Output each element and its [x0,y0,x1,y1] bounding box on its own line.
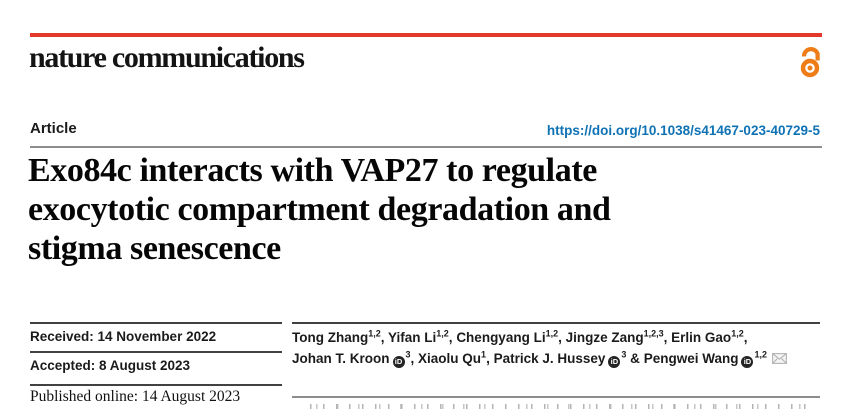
clipped-body-text [310,404,816,409]
paper-title-line-3: stigma senescence [28,230,281,267]
paper-title-line-1: Exo84c interacts with VAP27 to regulate [28,152,597,189]
open-access-icon[interactable] [798,43,822,78]
brand-accent-bar [30,33,822,37]
orcid-icon[interactable]: iD [392,355,405,368]
orcid-icon[interactable]: iD [608,355,621,368]
paper-title-line-2: exocytotic compartment degradation and [28,191,611,228]
doi-link[interactable]: https://doi.org/10.1038/s41467-023-40729… [546,123,820,138]
author-affiliation-superscript: 3 [405,349,411,360]
author-list-line-2: Johan T. Kroon iD3, Xiaolu Qu1, Patrick J… [292,348,832,370]
author-affiliation-superscript: 1 [481,349,487,360]
author-affiliation-superscript: 1,2 [436,328,449,339]
author-affiliation-superscript: 3 [621,349,627,360]
header-divider [30,146,822,148]
mail-icon[interactable] [772,349,787,370]
author-affiliation-superscript: 1,2,3 [643,328,664,339]
authors-divider-top [292,322,820,324]
paper-title: Exo84c interacts with VAP27 to regulate … [28,151,808,268]
author-affiliation-superscript: 1,2 [754,349,767,360]
received-date: Received: 14 November 2022 [30,329,217,344]
received-divider [30,322,282,324]
published-divider [30,384,282,386]
article-type-label: Article [30,120,77,137]
abstract-divider [292,396,820,398]
author-affiliation-superscript: 1,2 [731,328,744,339]
orcid-icon[interactable]: iD [741,355,754,368]
author-affiliation-superscript: 1,2 [368,328,381,339]
accepted-divider [30,351,282,353]
author-list-line-1: Tong Zhang1,2, Yifan Li1,2, Chengyang Li… [292,328,748,345]
author-list: Tong Zhang1,2, Yifan Li1,2, Chengyang Li… [292,327,832,370]
published-date: Published online: 14 August 2023 [30,388,241,405]
journal-wordmark: nature communications [29,41,305,74]
author-affiliation-superscript: 1,2 [545,328,559,339]
accepted-date: Accepted: 8 August 2023 [30,358,191,373]
